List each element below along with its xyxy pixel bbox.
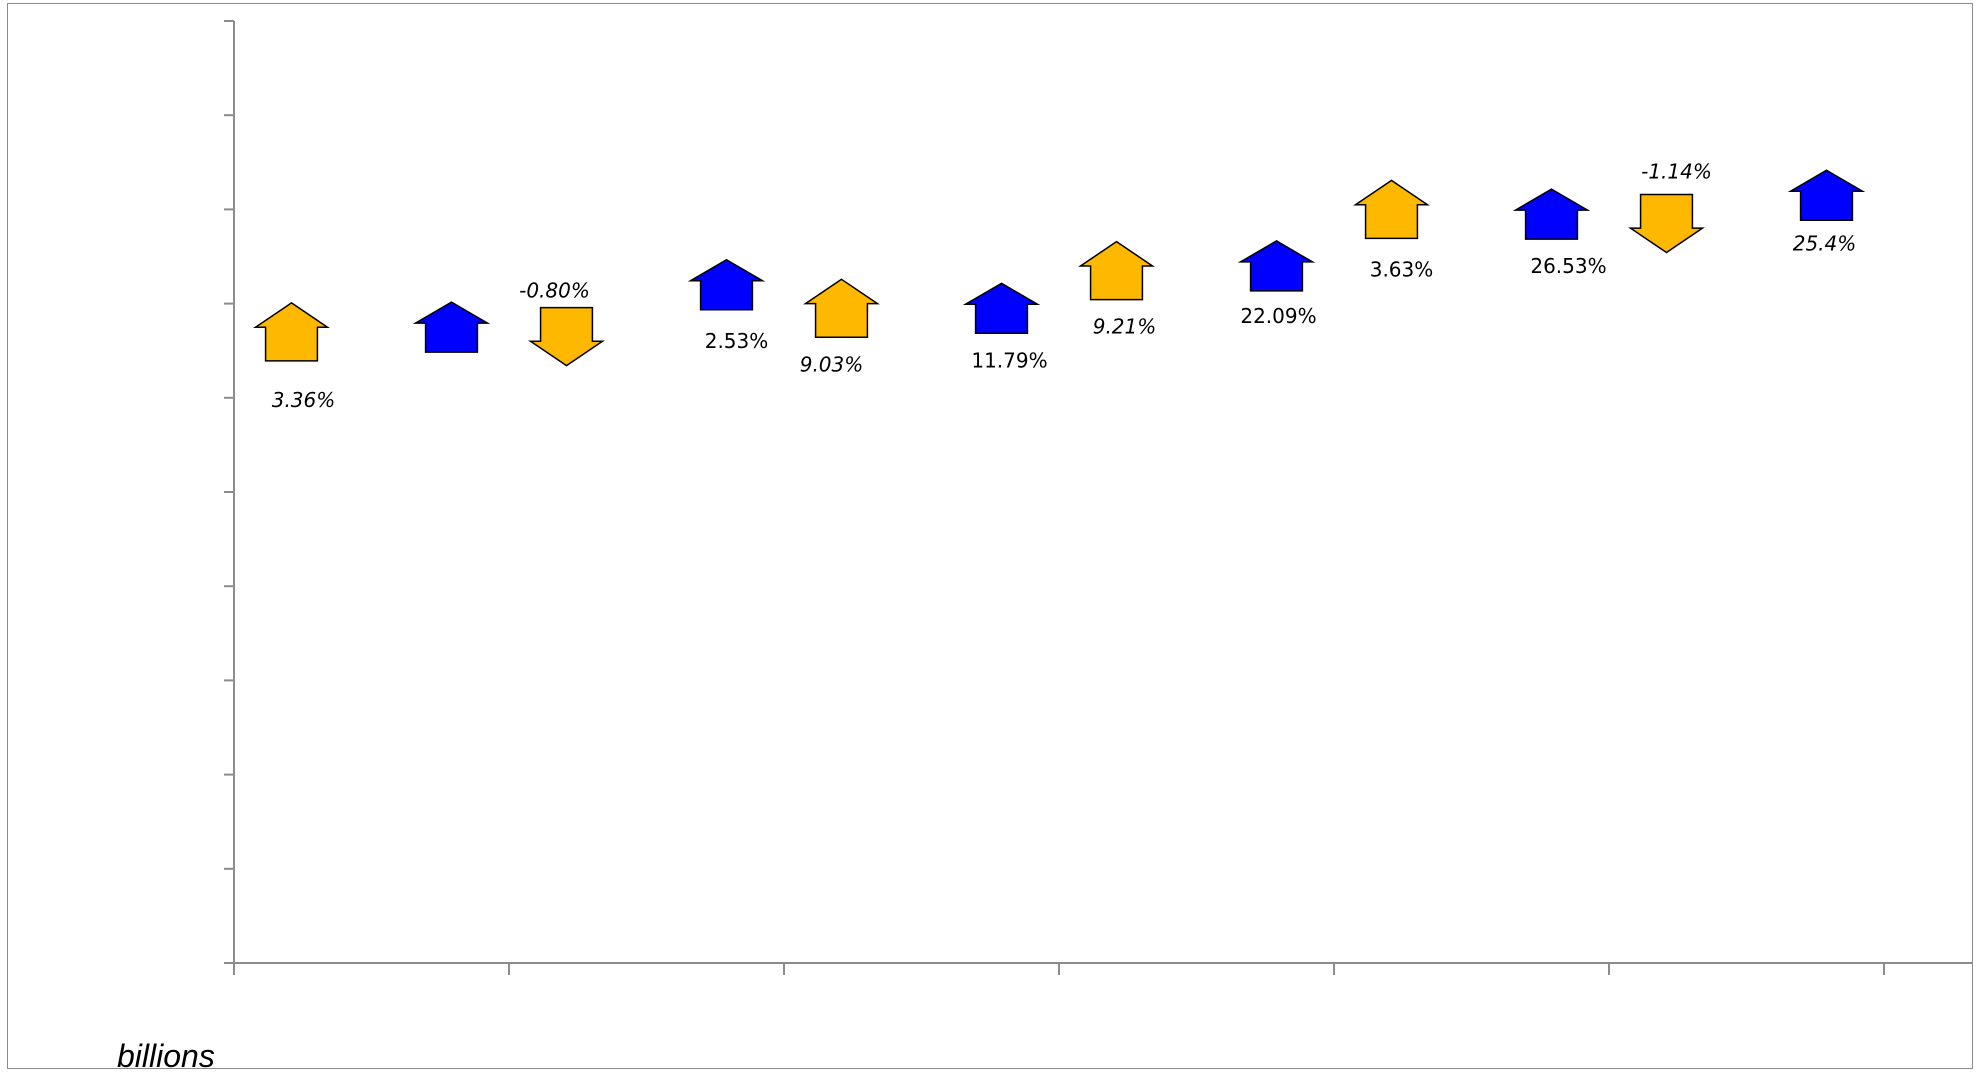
arrow-up-icon bbox=[803, 278, 880, 339]
data-label: 11.79% bbox=[971, 348, 1047, 372]
arrow-up-icon bbox=[1078, 240, 1155, 301]
data-label: 25.4% bbox=[1793, 231, 1857, 255]
arrow-up-icon bbox=[1237, 240, 1316, 292]
arrow-up-icon bbox=[1787, 169, 1866, 222]
data-label: 3.63% bbox=[1370, 257, 1434, 281]
data-label: 26.53% bbox=[1530, 254, 1606, 278]
arrow-up-icon bbox=[1512, 188, 1591, 240]
data-label: 9.03% bbox=[800, 352, 864, 376]
arrow-down-icon bbox=[1628, 193, 1705, 254]
data-label: -0.80% bbox=[519, 279, 590, 303]
arrow-up-icon bbox=[253, 301, 330, 362]
arrow-up-icon bbox=[687, 258, 766, 311]
arrow-up-icon bbox=[412, 301, 491, 353]
arrow-down-icon bbox=[528, 306, 605, 367]
data-label: 2.53% bbox=[705, 329, 769, 353]
arrow-up-icon bbox=[1353, 179, 1430, 240]
unit-label: billions bbox=[117, 1038, 215, 1074]
chart-frame bbox=[7, 3, 1973, 1069]
data-label: 22.09% bbox=[1240, 304, 1316, 328]
data-label: 3.36% bbox=[272, 388, 336, 412]
arrow-up-icon bbox=[962, 282, 1041, 335]
data-label: 9.21% bbox=[1093, 315, 1157, 339]
data-label: -1.14% bbox=[1641, 160, 1712, 184]
